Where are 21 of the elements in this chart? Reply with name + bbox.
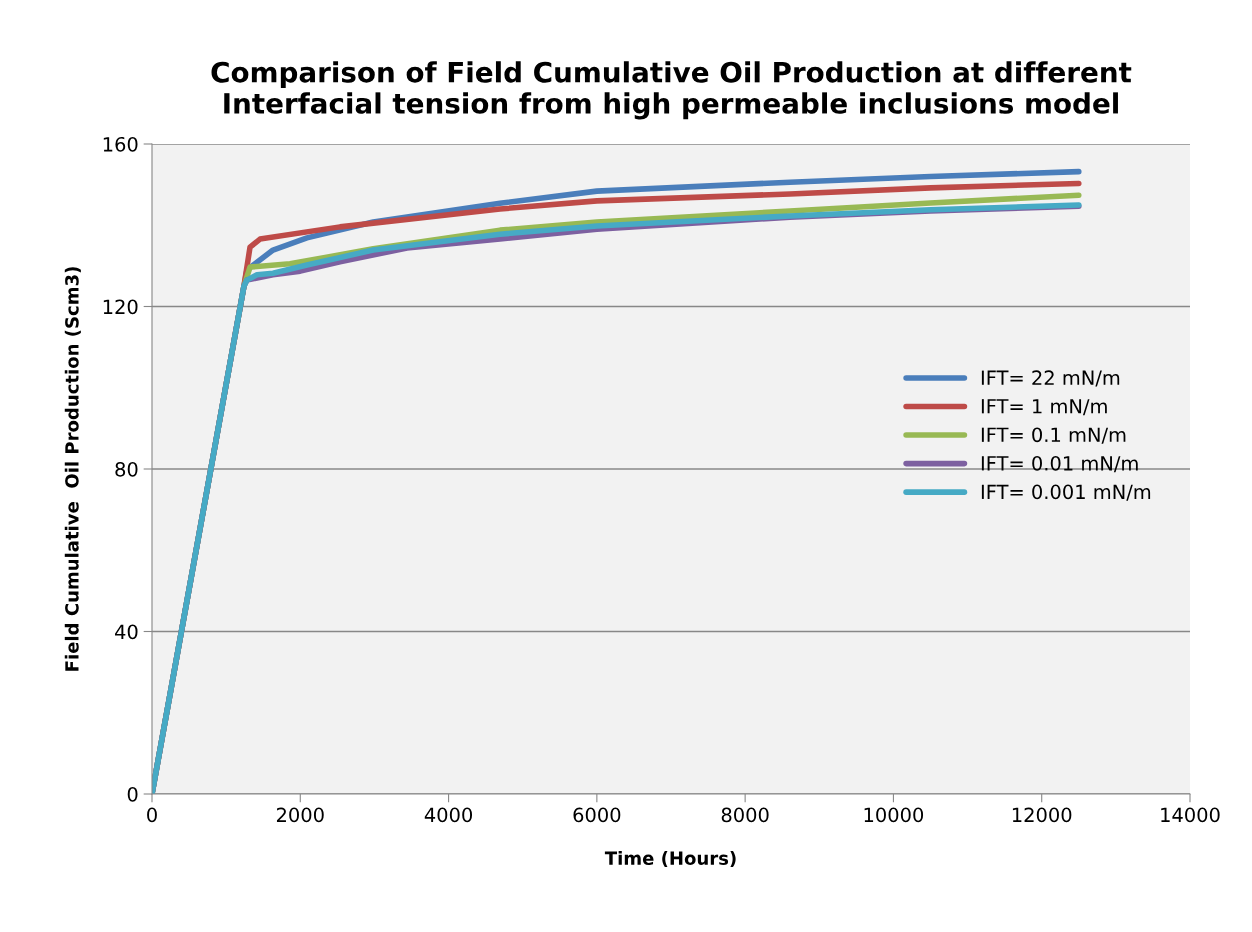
y-tick-label: 0: [127, 786, 138, 802]
y-axis-title: Field Cumulative Oil Production (Scm3): [64, 267, 81, 671]
legend-label: IFT= 0.01 mN/m: [981, 455, 1138, 473]
x-tick-label: 4000: [424, 807, 473, 823]
legend-label: IFT= 1 mN/m: [981, 399, 1107, 416]
chart-title: Comparison of Field Cumulative Oil Production at different Interfacial tension from high permeable inclusions model: [211, 61, 1132, 120]
x-tick-label: 6000: [573, 807, 621, 823]
legend-label: IFT= 0.001 mN/m: [981, 484, 1151, 501]
x-tick-label: 12000: [1012, 807, 1072, 823]
x-tick-label: 8000: [721, 807, 769, 823]
y-tick-label: 120: [103, 299, 138, 315]
x-axis-title: Time (Hours): [604, 851, 736, 868]
y-tick-label: 160: [103, 136, 138, 152]
y-tick-label: 40: [115, 624, 138, 640]
x-tick-label: 14000: [1161, 807, 1220, 823]
legend-label: IFT= 0.1 mN/m: [981, 427, 1126, 444]
x-tick-label: 0: [147, 807, 157, 823]
y-tick-label: 80: [115, 461, 138, 477]
legend-label: IFT= 22 mN/m: [981, 370, 1120, 387]
x-tick-label: 10000: [864, 807, 924, 823]
x-tick-label: 2000: [276, 807, 324, 823]
